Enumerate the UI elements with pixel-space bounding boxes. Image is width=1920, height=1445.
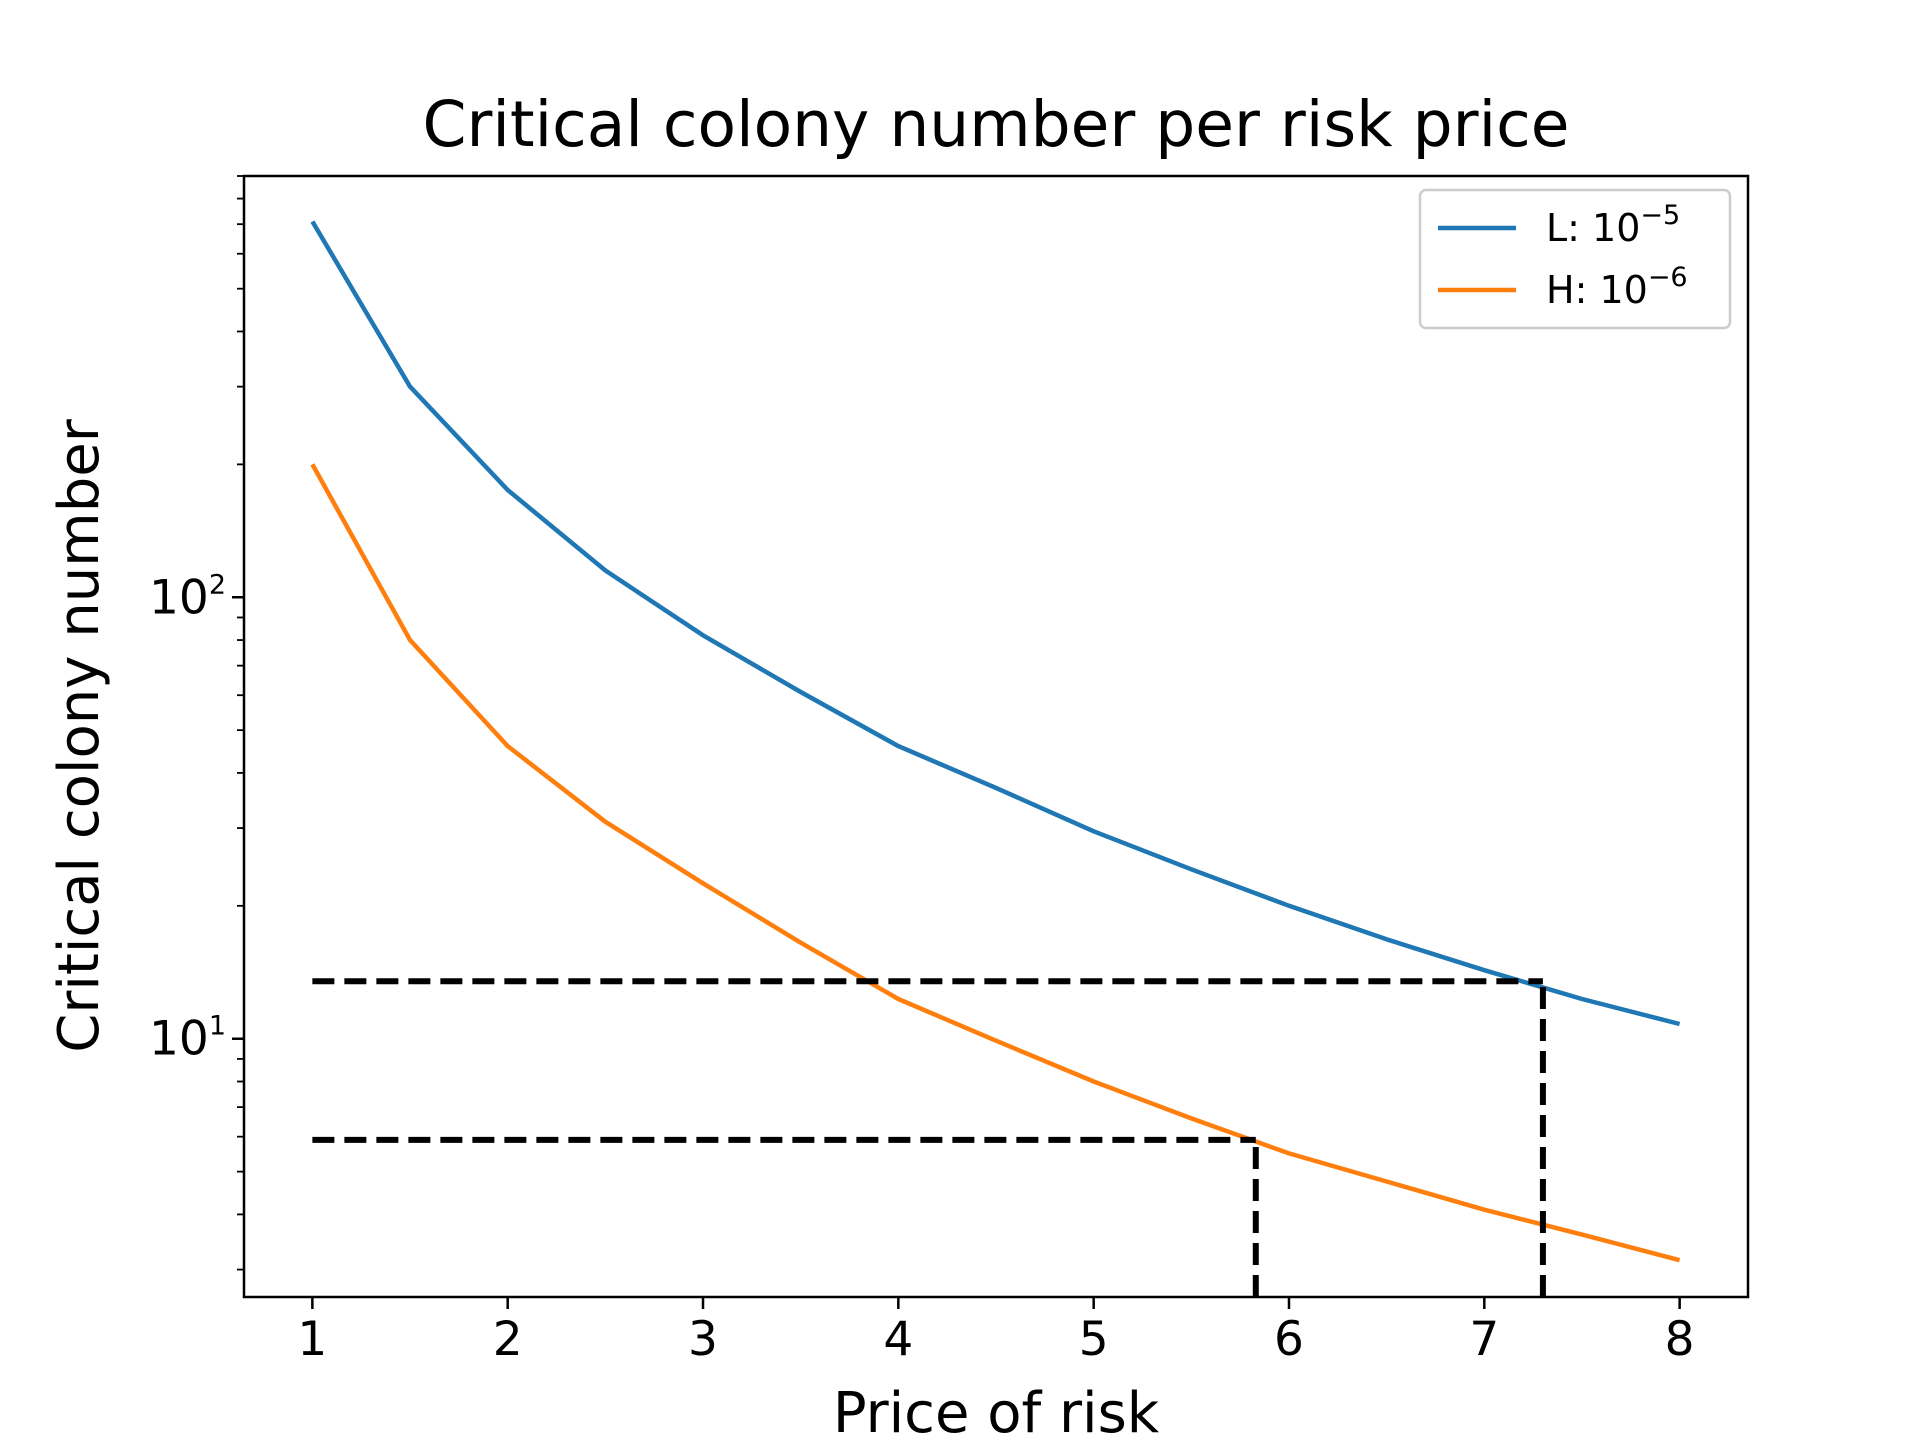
x-tick-label-0: 1 (297, 1312, 327, 1367)
x-tick-label-5: 6 (1274, 1312, 1304, 1367)
x-tick-label-4: 5 (1079, 1312, 1109, 1367)
x-tick-label-6: 7 (1469, 1312, 1499, 1367)
y-tick-label-1: 102 (149, 569, 226, 625)
legend: L: 10−5 H: 10−6 (1418, 188, 1732, 330)
y-axis-label: Critical colony number (47, 418, 112, 1053)
plot-area: 1 2 3 4 5 6 7 8 101 102 L: 10−5 H: 10−6 (149, 174, 1750, 1367)
x-tick-label-1: 2 (493, 1312, 523, 1367)
legend-label-1: H: 10−6 (1546, 262, 1688, 312)
x-tick-label-7: 8 (1665, 1312, 1695, 1367)
x-axis-label: Price of risk (833, 1381, 1160, 1440)
x-tick-label-3: 4 (883, 1312, 913, 1367)
series-line-1 (310, 463, 1681, 1263)
chart-title: Critical colony number per risk price (423, 88, 1570, 161)
legend-box (1418, 188, 1732, 330)
series-line-0 (310, 220, 1681, 1027)
legend-label-0: L: 10−5 (1546, 200, 1680, 250)
y-tick-label-0: 101 (149, 1011, 226, 1067)
x-tick-label-2: 3 (688, 1312, 718, 1367)
axes-frame (242, 174, 1750, 1299)
